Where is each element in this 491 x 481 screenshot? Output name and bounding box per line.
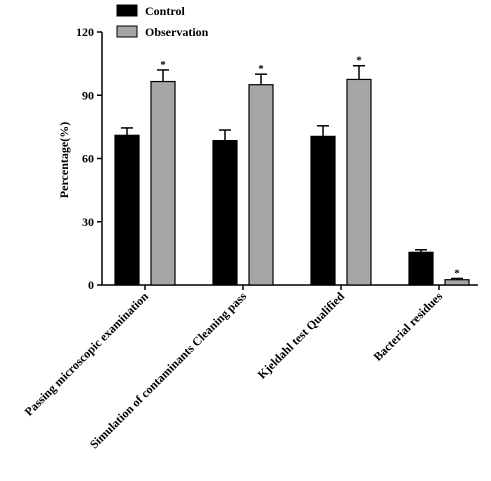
x-tick-label: Simulation of contaminants Cleaning pass <box>87 289 249 451</box>
bar-observation <box>248 84 274 286</box>
legend-swatch <box>116 4 138 17</box>
bar-control <box>310 135 336 286</box>
significance-marker: * <box>356 55 362 67</box>
significance-marker: * <box>160 59 166 71</box>
bar-observation <box>444 279 470 286</box>
x-axis: Passing microscopic examinationSimulatio… <box>22 284 478 451</box>
bar-control <box>212 139 238 286</box>
bar-control <box>408 251 434 286</box>
bar-observation <box>346 78 372 286</box>
y-tick-label: 30 <box>82 215 94 229</box>
significance-marker: * <box>454 267 460 279</box>
legend-label: Control <box>145 4 185 18</box>
bar-observation <box>150 80 176 286</box>
y-tick-label: 60 <box>82 152 94 166</box>
legend-swatch <box>116 25 138 38</box>
legend-label: Observation <box>145 25 209 39</box>
y-tick-label: 0 <box>88 278 94 292</box>
significance-marker: * <box>258 63 264 75</box>
y-axis-title: Percentage(%) <box>57 122 71 198</box>
y-tick-label: 120 <box>76 25 94 39</box>
y-tick-label: 90 <box>82 88 94 102</box>
bar-control <box>114 134 140 286</box>
legend: Control Observation <box>116 4 209 39</box>
bars: * * * * <box>114 55 470 286</box>
y-axis: 0 30 60 90 120 <box>76 25 103 292</box>
x-tick-label: Kjeldahl test Qualified <box>255 289 348 382</box>
x-tick-label: Bacterial residues <box>371 289 446 364</box>
